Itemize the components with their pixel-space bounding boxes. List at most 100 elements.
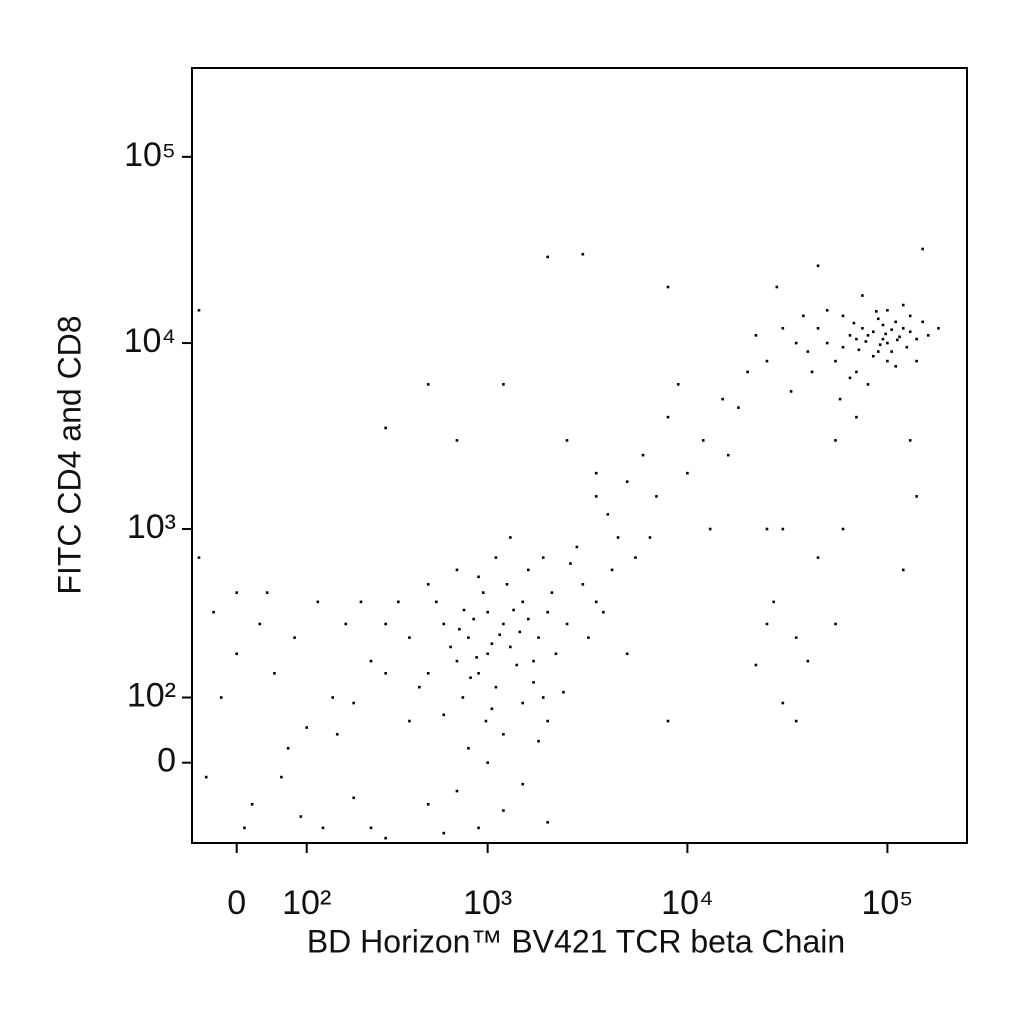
dot [781,327,785,330]
dot [816,264,820,268]
dot [204,775,208,779]
dot [737,406,740,409]
dot [901,303,905,307]
dot [625,480,629,483]
dot [486,761,489,764]
dot [881,323,885,327]
dot [546,821,549,824]
dot [458,627,461,631]
dot [494,685,498,689]
dot [494,556,498,559]
y-axis-label: FITC CD4 and CD8 [51,315,87,594]
dot [594,495,598,498]
x-tick-label: 10⁵ [861,884,913,922]
dot [527,568,530,572]
dot [841,345,845,349]
dot [881,337,885,341]
dot [518,630,522,634]
dot [273,672,276,675]
dot [754,663,758,667]
dot [848,334,852,337]
dot [316,600,320,604]
dot [746,370,749,374]
dot [490,707,494,711]
dot [502,383,505,386]
x-tick-label: 0 [227,884,246,922]
dot [894,320,897,324]
dot [606,513,610,516]
y-tick-label: 0 [157,742,176,780]
dot [894,365,897,368]
dot [834,622,837,626]
dot [898,335,901,339]
dot [610,568,614,572]
dot [442,713,446,717]
dot [235,652,239,656]
dot [775,285,779,289]
dot [321,826,325,830]
dot [857,348,861,352]
dot [921,247,924,251]
dot [625,652,629,656]
dot [426,802,430,806]
dot [816,327,820,330]
dot [335,732,339,736]
dot [708,527,712,531]
dot [541,696,545,699]
dot [915,337,918,341]
dot [565,622,569,626]
dot [442,622,446,626]
dot [265,591,269,594]
dot [937,327,940,330]
dot [855,415,858,419]
dot [369,826,373,830]
dot [532,659,535,663]
dot [498,633,502,637]
dot [834,359,837,363]
dot [587,636,590,639]
dot [426,383,430,386]
dot [781,701,785,705]
dot [852,321,856,325]
dot [562,690,565,694]
dot [841,527,845,531]
y-tick-label: 10³ [127,508,176,546]
dot [481,591,485,594]
dot [359,600,363,604]
dot [838,397,842,401]
dot [575,545,579,549]
dot [648,536,652,539]
dot [641,453,645,457]
dot [344,622,348,626]
dot [449,645,452,649]
dot [461,696,465,699]
dot [475,656,478,659]
dot [197,556,201,559]
dot [435,600,438,604]
dot [546,255,549,259]
dot [502,732,505,736]
dot [794,341,798,345]
dot [875,310,878,313]
dot [855,337,858,341]
x-tick-label: 10⁴ [661,884,713,922]
dot [848,376,852,380]
y-tick-label: 10² [127,676,176,714]
dot [866,383,870,386]
dot [219,696,223,699]
dot [886,341,889,345]
dot [472,617,475,621]
dot [666,719,670,723]
dot [521,782,525,786]
dot [537,636,540,639]
dot [825,308,829,312]
dot [352,796,355,800]
dot [546,610,549,614]
dot [467,746,470,750]
dot [594,471,598,475]
dot [726,453,730,457]
dot [331,696,334,699]
dot [455,789,459,793]
dot [369,659,373,663]
